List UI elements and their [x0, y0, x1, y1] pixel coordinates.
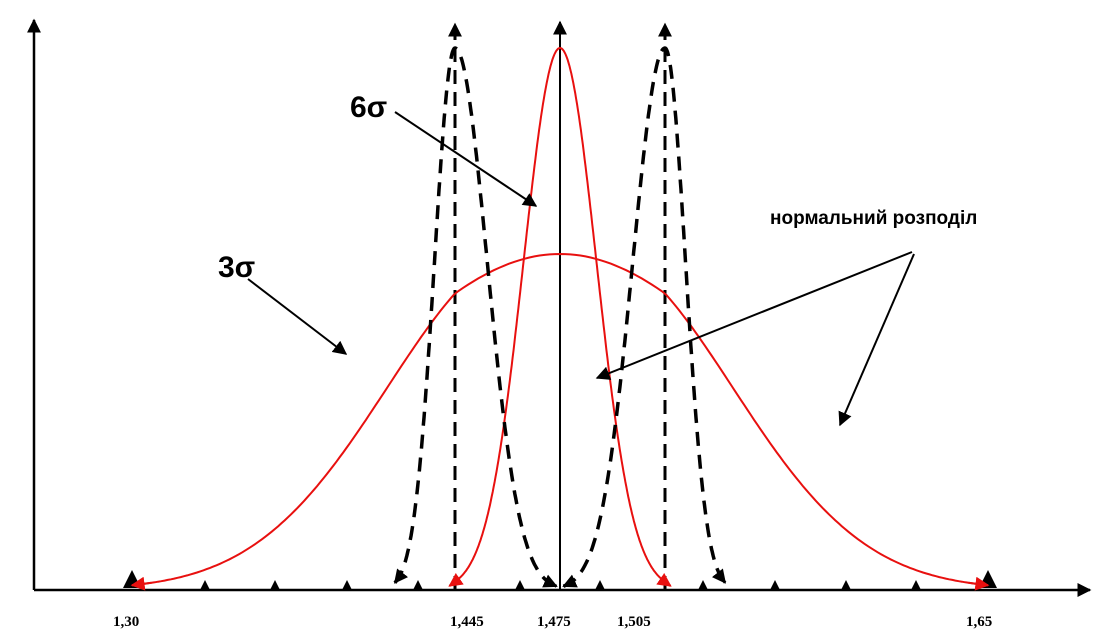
arrow-end-shift-right [711, 568, 727, 584]
axis-marker-0 [200, 580, 210, 590]
x-tick-label-1.445: 1,445 [450, 614, 484, 630]
axis-marker-8 [841, 580, 851, 590]
arrow-start-shift-right [562, 574, 578, 588]
axis-markers [123, 570, 997, 590]
six-sigma-pointer [394, 111, 538, 207]
axis-marker-2 [342, 580, 352, 590]
normal-pointer-1 [595, 251, 913, 380]
series-layer [131, 46, 989, 588]
x-tick-label-1.65: 1,65 [966, 614, 992, 630]
axis-marker-7 [770, 580, 780, 590]
arrow-end-wide [968, 576, 990, 591]
annotation-normal-distribution: нормальний розподіл [770, 208, 977, 229]
x-tick-label-1.30: 1,30 [113, 614, 139, 630]
series-line-shift-left [393, 46, 558, 588]
normal-pointer-2 [838, 253, 915, 427]
axis-marker-3 [413, 580, 423, 590]
series-line-narrow [448, 46, 672, 587]
series-line-shift-right [562, 46, 727, 588]
arrow-start-shift-left [393, 568, 409, 584]
annotation-six-sigma: 6σ [350, 91, 387, 124]
axis-marker-9 [911, 580, 921, 590]
x-tick-label-1.505: 1,505 [617, 614, 651, 630]
annotation-three-sigma: 3σ [218, 251, 255, 284]
axis-marker-1 [270, 580, 280, 590]
arrow-end-shift-left [542, 574, 558, 588]
arrow-start-wide [130, 576, 152, 591]
x-tick-label-1.475: 1,475 [537, 614, 571, 630]
axis-marker-5 [595, 580, 605, 590]
axis-marker-6 [698, 580, 708, 590]
arrow-start-narrow [448, 572, 464, 587]
arrow-end-narrow [656, 572, 672, 587]
axis-marker-4 [515, 580, 525, 590]
series-line-wide [131, 252, 989, 587]
series-end-arrows [130, 568, 990, 591]
three-sigma-pointer [247, 278, 348, 355]
